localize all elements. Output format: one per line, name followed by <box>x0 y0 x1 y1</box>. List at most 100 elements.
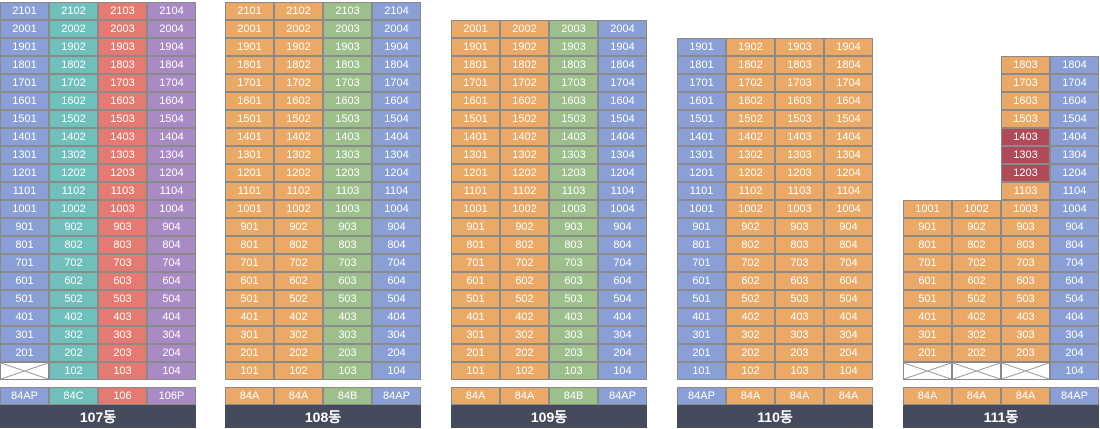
unit-1404[interactable]: 1404 <box>824 128 873 146</box>
unit-404[interactable]: 404 <box>824 308 873 326</box>
unit-1104[interactable]: 1104 <box>372 182 421 200</box>
unit-1103[interactable]: 1103 <box>775 182 824 200</box>
unit-2003[interactable]: 2003 <box>323 20 372 38</box>
unit-203[interactable]: 203 <box>775 344 824 362</box>
unit-703[interactable]: 703 <box>1001 254 1050 272</box>
unit-1703[interactable]: 1703 <box>775 74 824 92</box>
unit-901[interactable]: 901 <box>0 218 49 236</box>
unit-503[interactable]: 503 <box>549 290 598 308</box>
unit-2001[interactable]: 2001 <box>0 20 49 38</box>
unit-1202[interactable]: 1202 <box>500 164 549 182</box>
unit-1501[interactable]: 1501 <box>677 110 726 128</box>
unit-203[interactable]: 203 <box>323 344 372 362</box>
unit-1502[interactable]: 1502 <box>726 110 775 128</box>
unit-1101[interactable]: 1101 <box>0 182 49 200</box>
unit-1601[interactable]: 1601 <box>677 92 726 110</box>
unit-1701[interactable]: 1701 <box>451 74 500 92</box>
unit-104[interactable]: 104 <box>147 362 196 380</box>
unit-701[interactable]: 701 <box>677 254 726 272</box>
unit-1001[interactable]: 1001 <box>677 200 726 218</box>
unit-1903[interactable]: 1903 <box>775 38 824 56</box>
unit-1503[interactable]: 1503 <box>98 110 147 128</box>
unit-1002[interactable]: 1002 <box>726 200 775 218</box>
unit-503[interactable]: 503 <box>775 290 824 308</box>
unit-1702[interactable]: 1702 <box>274 74 323 92</box>
unit-701[interactable]: 701 <box>903 254 952 272</box>
unit-1402[interactable]: 1402 <box>500 128 549 146</box>
unit-1502[interactable]: 1502 <box>500 110 549 128</box>
unit-1003[interactable]: 1003 <box>323 200 372 218</box>
unit-1803[interactable]: 1803 <box>98 56 147 74</box>
unit-1604[interactable]: 1604 <box>1050 92 1099 110</box>
unit-1402[interactable]: 1402 <box>726 128 775 146</box>
unit-1404[interactable]: 1404 <box>598 128 647 146</box>
unit-902[interactable]: 902 <box>49 218 98 236</box>
unit-702[interactable]: 702 <box>274 254 323 272</box>
unit-2001[interactable]: 2001 <box>225 20 274 38</box>
unit-1301[interactable]: 1301 <box>677 146 726 164</box>
unit-102[interactable]: 102 <box>500 362 549 380</box>
unit-1903[interactable]: 1903 <box>98 38 147 56</box>
unit-204[interactable]: 204 <box>372 344 421 362</box>
unit-702[interactable]: 702 <box>952 254 1001 272</box>
unit-303[interactable]: 303 <box>98 326 147 344</box>
unit-1302[interactable]: 1302 <box>274 146 323 164</box>
unit-603[interactable]: 603 <box>98 272 147 290</box>
unit-401[interactable]: 401 <box>903 308 952 326</box>
unit-1202[interactable]: 1202 <box>49 164 98 182</box>
unit-302[interactable]: 302 <box>726 326 775 344</box>
unit-1702[interactable]: 1702 <box>726 74 775 92</box>
unit-704[interactable]: 704 <box>598 254 647 272</box>
unit-2002[interactable]: 2002 <box>49 20 98 38</box>
unit-1603[interactable]: 1603 <box>98 92 147 110</box>
unit-2004[interactable]: 2004 <box>598 20 647 38</box>
unit-1501[interactable]: 1501 <box>225 110 274 128</box>
unit-402[interactable]: 402 <box>500 308 549 326</box>
unit-603[interactable]: 603 <box>323 272 372 290</box>
unit-1901[interactable]: 1901 <box>677 38 726 56</box>
unit-504[interactable]: 504 <box>598 290 647 308</box>
unit-1002[interactable]: 1002 <box>500 200 549 218</box>
unit-1302[interactable]: 1302 <box>500 146 549 164</box>
unit-1403[interactable]: 1403 <box>323 128 372 146</box>
unit-904[interactable]: 904 <box>147 218 196 236</box>
unit-304[interactable]: 304 <box>598 326 647 344</box>
unit-1603[interactable]: 1603 <box>549 92 598 110</box>
unit-1604[interactable]: 1604 <box>147 92 196 110</box>
unit-402[interactable]: 402 <box>274 308 323 326</box>
unit-1901[interactable]: 1901 <box>0 38 49 56</box>
unit-1802[interactable]: 1802 <box>274 56 323 74</box>
unit-1103[interactable]: 1103 <box>323 182 372 200</box>
unit-301[interactable]: 301 <box>451 326 500 344</box>
unit-904[interactable]: 904 <box>1050 218 1099 236</box>
unit-1503[interactable]: 1503 <box>1001 110 1050 128</box>
unit-1902[interactable]: 1902 <box>726 38 775 56</box>
unit-2002[interactable]: 2002 <box>274 20 323 38</box>
unit-803[interactable]: 803 <box>549 236 598 254</box>
unit-302[interactable]: 302 <box>500 326 549 344</box>
unit-404[interactable]: 404 <box>598 308 647 326</box>
unit-2103[interactable]: 2103 <box>98 2 147 20</box>
unit-2003[interactable]: 2003 <box>98 20 147 38</box>
unit-1204[interactable]: 1204 <box>824 164 873 182</box>
unit-303[interactable]: 303 <box>775 326 824 344</box>
unit-1604[interactable]: 1604 <box>372 92 421 110</box>
unit-403[interactable]: 403 <box>98 308 147 326</box>
unit-1501[interactable]: 1501 <box>0 110 49 128</box>
unit-1103[interactable]: 1103 <box>98 182 147 200</box>
unit-1903[interactable]: 1903 <box>323 38 372 56</box>
unit-804[interactable]: 804 <box>824 236 873 254</box>
unit-1701[interactable]: 1701 <box>0 74 49 92</box>
unit-301[interactable]: 301 <box>0 326 49 344</box>
unit-102[interactable]: 102 <box>49 362 98 380</box>
unit-403[interactable]: 403 <box>775 308 824 326</box>
unit-1203[interactable]: 1203 <box>549 164 598 182</box>
unit-603[interactable]: 603 <box>1001 272 1050 290</box>
unit-1703[interactable]: 1703 <box>1001 74 1050 92</box>
unit-401[interactable]: 401 <box>451 308 500 326</box>
unit-103[interactable]: 103 <box>323 362 372 380</box>
unit-701[interactable]: 701 <box>0 254 49 272</box>
unit-204[interactable]: 204 <box>598 344 647 362</box>
unit-1303[interactable]: 1303 <box>1001 146 1050 164</box>
unit-1104[interactable]: 1104 <box>147 182 196 200</box>
